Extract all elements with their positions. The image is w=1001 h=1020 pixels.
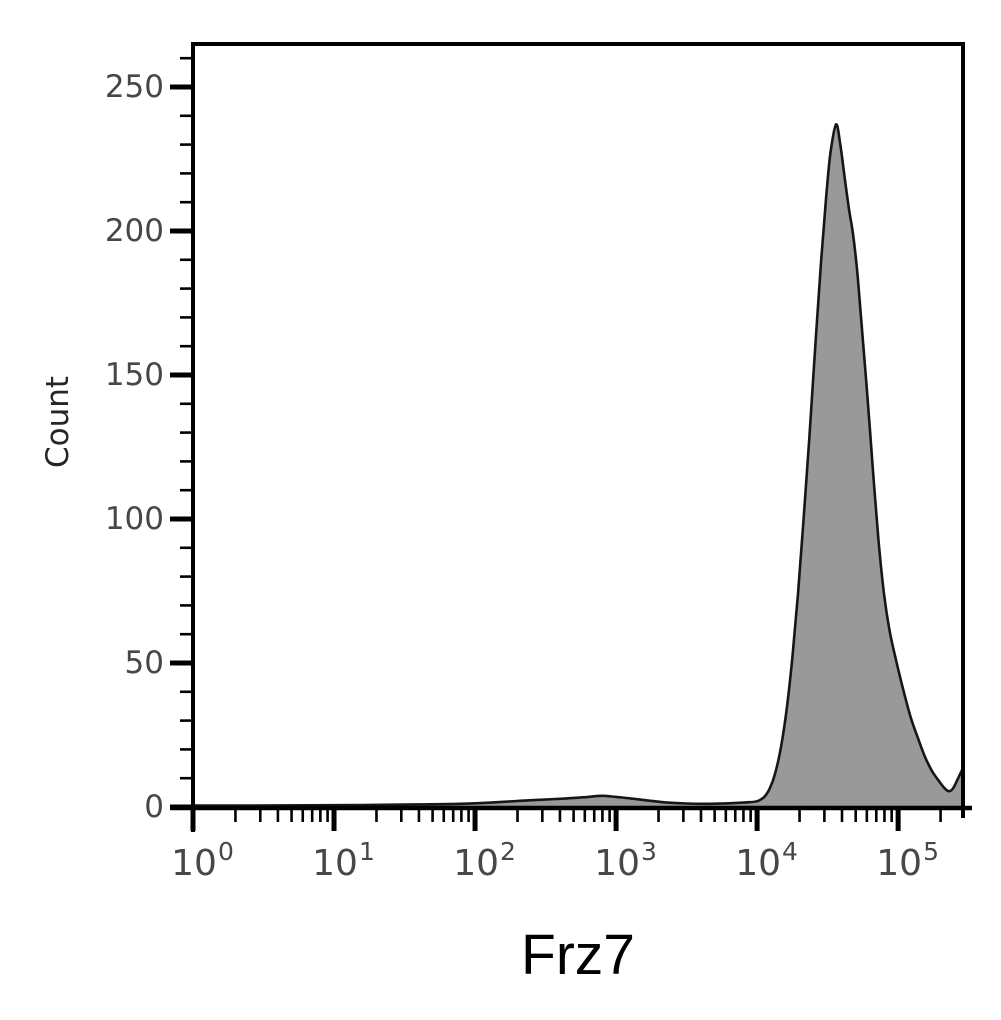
y-tick-label: 100 bbox=[104, 501, 164, 537]
x-axis-title: Frz7 bbox=[521, 923, 635, 987]
x-tick-label: 103 bbox=[594, 837, 657, 884]
x-tick-label: 104 bbox=[735, 837, 798, 884]
y-tick-label: 150 bbox=[104, 357, 164, 393]
x-tick-label: 105 bbox=[876, 837, 939, 884]
x-tick-label: 100 bbox=[171, 837, 234, 884]
y-tick-label: 0 bbox=[144, 789, 164, 825]
y-tick-label: 200 bbox=[104, 213, 164, 249]
histogram-area bbox=[193, 124, 963, 807]
x-tick-label: 101 bbox=[312, 837, 375, 884]
x-tick-label: 102 bbox=[453, 837, 516, 884]
y-tick-label: 50 bbox=[124, 645, 164, 681]
y-tick-label: 250 bbox=[104, 69, 164, 105]
histogram-outline bbox=[193, 123, 965, 807]
